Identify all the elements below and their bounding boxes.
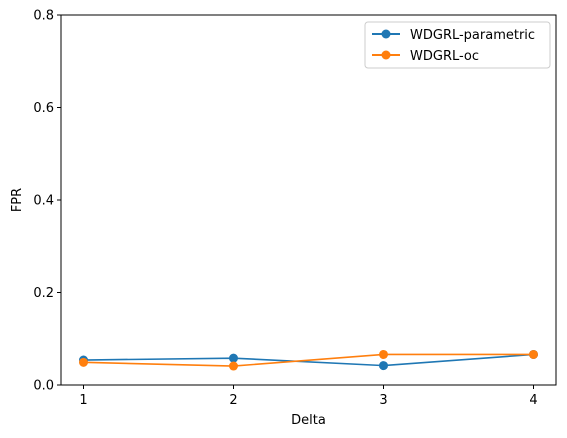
axes-frame [60,14,557,386]
legend-label-wdgrl-parametric: WDGRL-parametric [410,28,535,43]
data-point-wdgrl-oc [229,361,238,371]
data-point-wdgrl-oc [529,349,538,359]
x-axis-ticks: 1 2 3 4 [79,385,538,408]
legend-box [364,21,551,69]
y-tick-label: 0.0 [33,379,54,394]
x-tick-label: 1 [79,393,87,408]
y-tick-label: 0.2 [33,286,54,301]
y-tick-label: 0.6 [33,101,54,116]
data-point-wdgrl-parametric [229,353,238,363]
x-tick-label: 2 [229,393,237,408]
series-line-wdgrl-parametric [83,353,534,367]
data-point-wdgrl-oc [79,357,88,367]
legend-label-wdgrl-oc: WDGRL-oc [410,49,479,64]
legend: WDGRL-parametric WDGRL-oc [364,21,551,69]
legend-marker-wdgrl-parametric [381,29,391,39]
y-axis-label: FPR [10,188,25,212]
y-tick-label: 0.4 [33,194,54,209]
series-line-wdgrl-oc [83,353,534,367]
plot-area [79,349,538,371]
x-tick-label: 3 [379,393,387,408]
data-point-wdgrl-parametric [379,361,388,371]
x-tick-label: 4 [529,393,537,408]
y-axis-ticks: 0.0 0.2 0.4 0.6 0.8 [33,9,61,394]
data-point-wdgrl-oc [379,349,388,359]
y-tick-label: 0.8 [33,9,54,24]
legend-marker-wdgrl-oc [381,50,391,60]
x-axis-label: Delta [291,413,326,428]
